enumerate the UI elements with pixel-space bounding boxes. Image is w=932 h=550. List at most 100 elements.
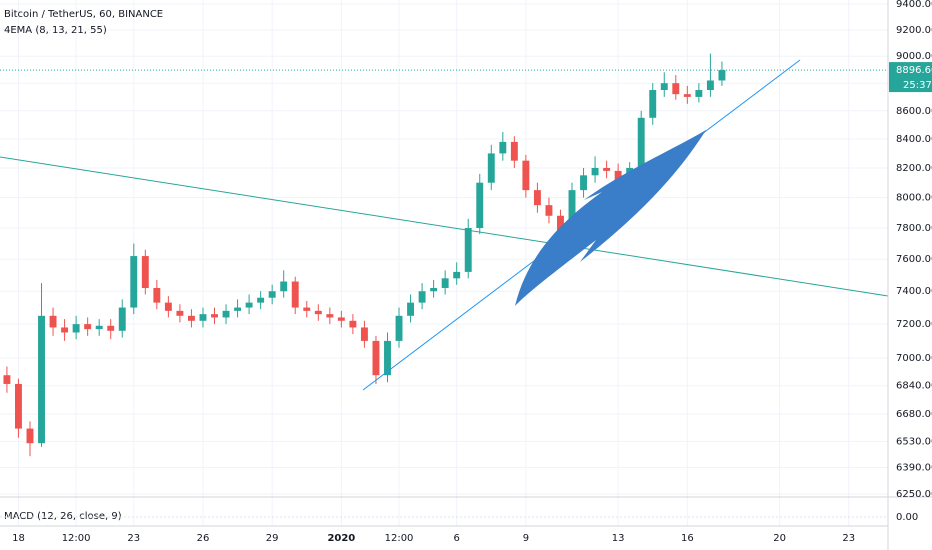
candle-body (234, 307, 242, 311)
candles (3, 53, 726, 457)
y-tick-label: 9400.00 (896, 0, 932, 10)
x-tick-label: 12:00 (62, 533, 91, 544)
candle-body (499, 141, 507, 154)
indicator-label: 4EMA (8, 13, 21, 55) (4, 25, 107, 36)
countdown: 25:37 (903, 80, 932, 91)
candle-body (176, 310, 184, 316)
x-tick-label: 13 (612, 533, 625, 544)
y-tick-label: 9000.00 (896, 51, 932, 62)
candle-body (199, 314, 207, 321)
x-tick-label: 23 (127, 533, 140, 544)
y-tick-label: 6250.00 (896, 489, 932, 500)
candle-body (49, 315, 57, 328)
candle-body (418, 291, 426, 303)
candle-body (672, 83, 680, 95)
candle-body (557, 215, 564, 236)
y-tick-label: 6680.00 (896, 409, 932, 420)
candle-body (349, 320, 357, 328)
candle-body (84, 324, 92, 330)
x-tick-label: 16 (681, 533, 694, 544)
candle-body (407, 302, 415, 316)
candle-body (141, 256, 149, 288)
candle-body (637, 117, 645, 168)
candle-body (118, 307, 126, 331)
candle-body (95, 325, 103, 330)
x-tick-label: 29 (266, 533, 279, 544)
x-tick-label: 9 (523, 533, 529, 544)
y-tick-label: 7200.00 (896, 319, 932, 330)
candle-body (314, 310, 322, 315)
candle-body (568, 190, 576, 236)
x-tick-label: 26 (197, 533, 210, 544)
candle-body (257, 297, 265, 303)
candle-body (510, 141, 518, 161)
candle-body (337, 317, 345, 321)
last-price-label: 8896.60 (896, 65, 932, 76)
trend-line (0, 156, 889, 297)
last-price-box (889, 62, 932, 93)
candle-body (326, 314, 334, 318)
y-tick-label: 7600.00 (896, 254, 932, 265)
candle-body (603, 167, 611, 171)
candle-body (130, 256, 138, 308)
candle-body (107, 325, 115, 331)
y-tick-label: 8400.00 (896, 134, 932, 145)
candle-body (384, 340, 391, 376)
candle-body (580, 175, 588, 191)
y-tick-label: 8200.00 (896, 163, 932, 174)
candle-body (153, 287, 161, 303)
candle-body (430, 287, 438, 292)
candle-body (245, 302, 253, 308)
candle-body (303, 307, 311, 311)
candle-body (591, 167, 599, 176)
y-tick-label: 9200.00 (896, 25, 932, 36)
grid (0, 0, 888, 526)
candle-body (453, 271, 461, 279)
x-tick-label: 2020 (327, 533, 355, 544)
arrow-drawing (515, 130, 706, 306)
candle-body (476, 182, 484, 229)
candle-body (38, 315, 45, 444)
candle-body (72, 324, 80, 333)
candle-body (14, 383, 22, 429)
candle-body (533, 190, 541, 206)
candle-body (280, 281, 288, 292)
y-tick-label: 7800.00 (896, 223, 932, 234)
candle-body (706, 80, 714, 91)
y-tick-label: 8000.00 (896, 193, 932, 204)
candle-body (360, 327, 368, 341)
y-tick-label: 7400.00 (896, 286, 932, 297)
y-tick-label: 8600.00 (896, 106, 932, 117)
candle-body (291, 281, 299, 308)
x-tick-label: 6 (453, 533, 459, 544)
candle-body (695, 90, 703, 97)
candle-body (545, 205, 553, 216)
x-tick-label: 18 (12, 533, 25, 544)
y-tick-label: 6390.00 (896, 462, 932, 473)
candle-body (211, 314, 218, 318)
macd-label: MACD (12, 26, close, 9) (4, 511, 122, 522)
candle-body (683, 94, 691, 97)
candle-body (372, 340, 380, 376)
y-tick-label: 6530.00 (896, 436, 932, 447)
candle-body (649, 90, 657, 118)
candle-body (614, 170, 622, 180)
candle-body (61, 327, 69, 333)
candle-body (660, 83, 668, 91)
candle-body (222, 310, 230, 318)
macd-tick-label: 0.00 (896, 512, 918, 523)
y-tick-label: 6840.00 (896, 381, 932, 392)
candle-body (487, 153, 495, 183)
candle-body (718, 70, 726, 81)
candle-body (3, 375, 11, 384)
x-tick-label: 20 (773, 533, 786, 544)
symbol-title: Bitcoin / TetherUS, 60, BINANCE (4, 9, 163, 20)
candle-body (268, 291, 276, 298)
candle-body (187, 315, 195, 321)
candle-body (522, 160, 530, 191)
x-tick-label: 23 (842, 533, 855, 544)
candle-body (26, 428, 34, 444)
x-tick-label: 12:00 (385, 533, 414, 544)
